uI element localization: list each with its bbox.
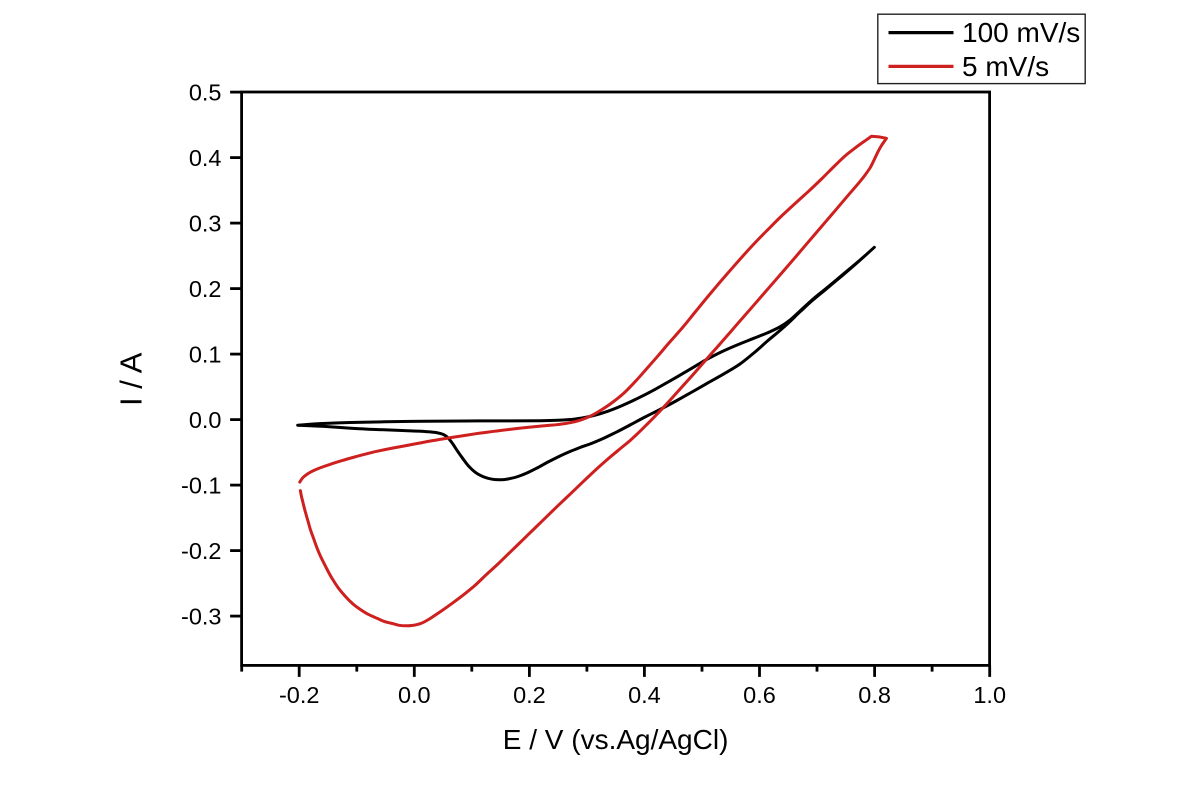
svg-text:0.2: 0.2 — [513, 682, 546, 708]
svg-text:100 mV/s: 100 mV/s — [962, 17, 1080, 48]
svg-text:0.6: 0.6 — [743, 682, 776, 708]
svg-text:0.5: 0.5 — [189, 79, 222, 105]
svg-text:-0.3: -0.3 — [181, 603, 222, 629]
svg-text:0.2: 0.2 — [189, 276, 222, 302]
svg-text:-0.2: -0.2 — [181, 538, 222, 564]
svg-text:5 mV/s: 5 mV/s — [962, 51, 1049, 82]
svg-text:0.4: 0.4 — [628, 682, 661, 708]
svg-text:0.0: 0.0 — [398, 682, 431, 708]
svg-text:-0.2: -0.2 — [279, 682, 320, 708]
svg-text:-0.1: -0.1 — [181, 472, 222, 498]
svg-text:I / A: I / A — [113, 352, 148, 406]
svg-text:E / V (vs.Ag/AgCl): E / V (vs.Ag/AgCl) — [503, 724, 729, 755]
svg-text:0.4: 0.4 — [189, 145, 222, 171]
svg-text:0.1: 0.1 — [189, 341, 222, 367]
svg-text:1.0: 1.0 — [973, 682, 1006, 708]
svg-text:0.8: 0.8 — [858, 682, 891, 708]
svg-text:0.3: 0.3 — [189, 210, 222, 236]
svg-text:0.0: 0.0 — [189, 407, 222, 433]
